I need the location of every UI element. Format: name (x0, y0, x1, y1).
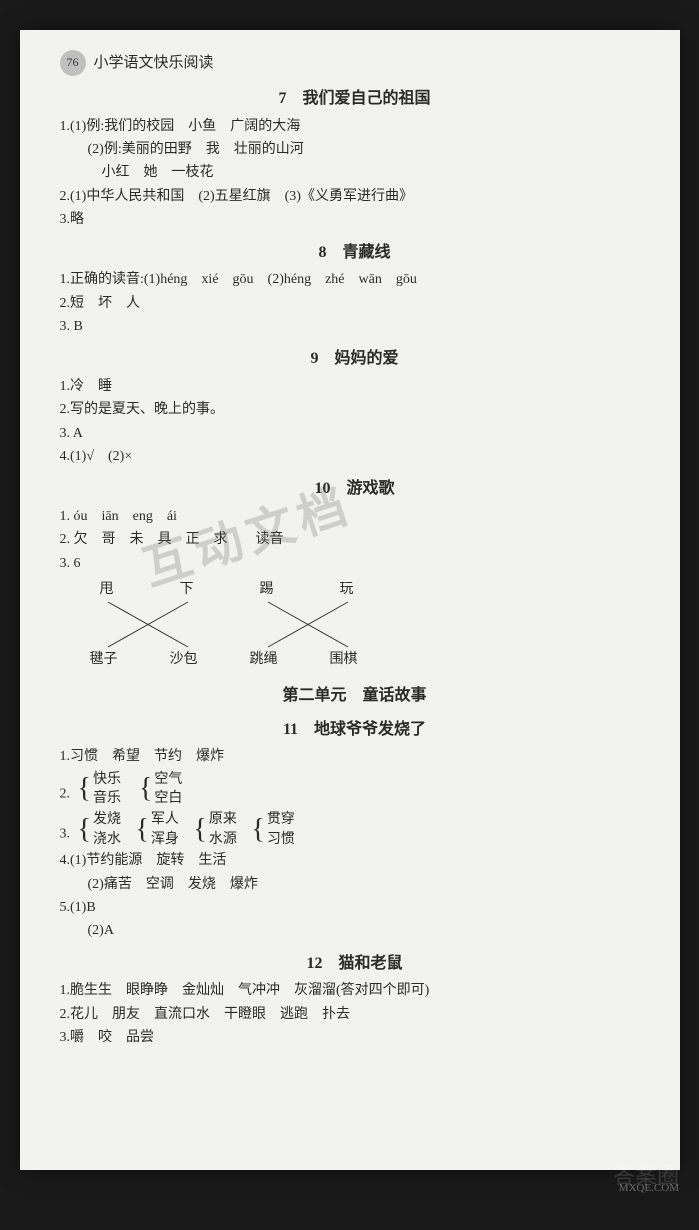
section-9-title: 9 妈妈的爱 (60, 346, 650, 372)
s11-q4-2: (2)痛苦 空调 发烧 爆炸 (60, 874, 650, 896)
section-11-title: 11 地球爷爷发烧了 (60, 717, 650, 743)
s9-q4: 4.(1)√ (2)× (60, 446, 650, 468)
brace-icon: { (78, 775, 91, 803)
s7-q1-1: 1.(1)例:我们的校园 小鱼 广阔的大海 (60, 116, 650, 138)
s11-q3c-top: 原来 (209, 810, 237, 830)
brace-icon: { (251, 816, 264, 844)
s11-q3b-top: 军人 (151, 810, 179, 830)
book-title: 小学语文快乐阅读 (94, 51, 214, 75)
section-10-title: 10 游戏歌 (60, 476, 650, 502)
s8-q1: 1.正确的读音:(1)héng xié gōu (2)héng zhé wān … (60, 269, 650, 291)
s11-q2a-top: 快乐 (93, 770, 121, 790)
s12-q2: 2.花儿 朋友 直流口水 干瞪眼 逃跑 扑去 (60, 1004, 650, 1026)
s8-q2: 2.短 坏 人 (60, 293, 650, 315)
s9-q2: 2.写的是夏天、晚上的事。 (60, 399, 650, 421)
s7-q1-2: (2)例:美丽的田野 我 壮丽的山河 (60, 139, 650, 161)
s11-q4-1: 4.(1)节约能源 旋转 生活 (60, 850, 650, 872)
s10-matching-diagram: 甩 下 踢 玩 毽子 沙包 跳绳 围棋 (90, 579, 390, 669)
s11-q2b-top: 空气 (154, 770, 182, 790)
s11-q2: 2. { 快乐 音乐 { 空气 空白 (60, 770, 650, 809)
page-header: 76 小学语文快乐阅读 (60, 50, 650, 76)
s11-q3c-bot: 水源 (209, 830, 237, 850)
brace-icon: { (139, 775, 152, 803)
s11-q3d-bot: 习惯 (267, 830, 295, 850)
s11-q5-2: (2)A (60, 920, 650, 942)
s11-q2-label: 2. (60, 786, 71, 801)
s11-q5-1: 5.(1)B (60, 897, 650, 919)
s7-q3: 3.略 (60, 209, 650, 231)
diagram-bot-1: 毽子 (90, 649, 118, 671)
s11-q2b-bot: 空白 (154, 789, 182, 809)
s11-q3: 3. { 发烧 浇水 { 军人 浑身 { 原来 水源 { (60, 810, 650, 849)
brace-icon: { (78, 816, 91, 844)
s11-q3b-bot: 浑身 (151, 830, 179, 850)
s10-q2: 2. 欠 哥 未 具 正 求 读音 (60, 529, 650, 551)
unit-2-title: 第二单元 童话故事 (60, 683, 650, 709)
s11-q3a-top: 发烧 (93, 810, 121, 830)
s7-q2: 2.(1)中华人民共和国 (2)五星红旗 (3)《义勇军进行曲》 (60, 186, 650, 208)
s9-q1: 1.冷 睡 (60, 376, 650, 398)
matching-lines-icon (90, 597, 390, 657)
corner-url: MXQE.COM (619, 1182, 679, 1194)
s11-q3d-top: 贯穿 (267, 810, 295, 830)
diagram-bot-3: 跳绳 (250, 649, 278, 671)
s12-q3: 3.嚼 咬 品尝 (60, 1027, 650, 1049)
s12-q1: 1.脆生生 眼睁睁 金灿灿 气冲冲 灰溜溜(答对四个即可) (60, 980, 650, 1002)
s11-q1: 1.习惯 希望 节约 爆炸 (60, 746, 650, 768)
s9-q3: 3. A (60, 423, 650, 445)
brace-icon: { (135, 816, 148, 844)
section-12-title: 12 猫和老鼠 (60, 951, 650, 977)
s10-q3: 3. 6 (60, 553, 650, 575)
s11-q3a-bot: 浇水 (93, 830, 121, 850)
diagram-bot-2: 沙包 (170, 649, 198, 671)
s11-q3-label: 3. (60, 827, 71, 842)
diagram-bot-4: 围棋 (330, 649, 358, 671)
section-8-title: 8 青藏线 (60, 240, 650, 266)
brace-icon: { (193, 816, 206, 844)
s8-q3: 3. B (60, 316, 650, 338)
page: 76 小学语文快乐阅读 7 我们爱自己的祖国 1.(1)例:我们的校园 小鱼 广… (20, 30, 680, 1170)
s7-q1-3: 小红 她 一枝花 (60, 162, 650, 184)
section-7-title: 7 我们爱自己的祖国 (60, 86, 650, 112)
s10-q1: 1. óu iān eng ái (60, 506, 650, 528)
page-number-badge: 76 (60, 50, 86, 76)
s11-q2a-bot: 音乐 (93, 789, 121, 809)
